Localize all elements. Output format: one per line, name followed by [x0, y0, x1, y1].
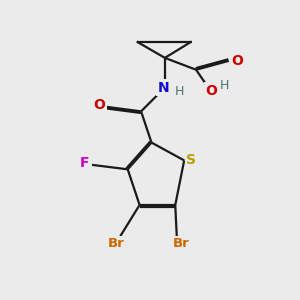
Text: O: O	[205, 84, 217, 98]
Text: O: O	[94, 98, 105, 112]
Text: Br: Br	[173, 237, 190, 250]
Text: F: F	[80, 156, 89, 170]
Text: H: H	[220, 79, 230, 92]
Text: O: O	[231, 54, 243, 68]
Text: N: N	[158, 81, 169, 94]
Text: Br: Br	[107, 237, 124, 250]
Text: H: H	[174, 85, 184, 98]
Text: S: S	[186, 153, 196, 167]
